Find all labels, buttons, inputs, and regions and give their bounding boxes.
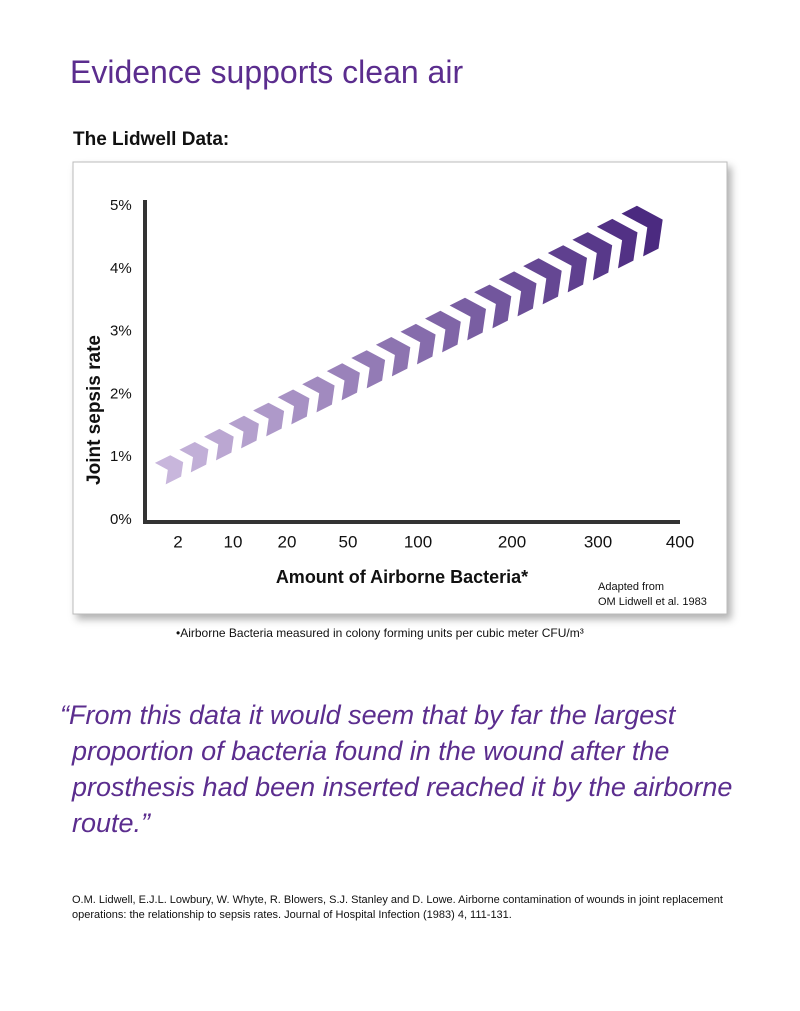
y-tick-label: 5% <box>110 197 132 214</box>
y-tick-label: 4% <box>110 260 132 277</box>
y-tick-label: 3% <box>110 323 132 340</box>
chevron <box>449 297 486 341</box>
x-tick-label: 20 <box>278 532 297 551</box>
chevron <box>204 428 234 461</box>
x-tick-label: 100 <box>404 532 432 551</box>
chevron <box>572 232 613 281</box>
x-tick-label: 400 <box>666 532 694 551</box>
x-tick-label: 10 <box>224 532 243 551</box>
chevron <box>375 337 411 377</box>
x-axis-label: Amount of Airborne Bacteria* <box>276 567 528 587</box>
chevron <box>253 402 285 437</box>
y-tick-label: 1% <box>110 448 132 465</box>
chevron <box>326 363 360 401</box>
chevron <box>179 442 209 473</box>
x-tick-label: 300 <box>584 532 612 551</box>
reference: O.M. Lidwell, E.J.L. Lowbury, W. Whyte, … <box>72 894 723 921</box>
subtitle: The Lidwell Data: <box>73 129 230 150</box>
y-axis-label: Joint sepsis rate <box>84 335 105 485</box>
chevron <box>154 455 184 485</box>
chevron <box>425 310 461 353</box>
chevron <box>400 323 436 365</box>
annotation: OM Lidwell et al. 1983 <box>598 596 707 608</box>
chevron <box>596 218 638 269</box>
chevron <box>302 376 335 413</box>
x-tick-label: 200 <box>498 532 526 551</box>
x-tick-label: 50 <box>339 532 358 551</box>
chevron <box>277 389 310 425</box>
y-tick-label: 0% <box>110 511 132 528</box>
title: Evidence supports clean air <box>70 54 464 90</box>
footnote: •Airborne Bacteria measured in colony fo… <box>176 626 584 640</box>
chevron <box>523 258 562 305</box>
y-tick-label: 2% <box>110 385 132 402</box>
chevron <box>498 271 537 317</box>
chevron <box>547 245 587 293</box>
x-tick-label: 2 <box>173 532 182 551</box>
chevron <box>351 350 386 389</box>
quote: “From this data it would seem that by fa… <box>60 700 733 838</box>
chevron <box>474 284 512 329</box>
chevron <box>621 205 663 257</box>
chevron <box>228 415 259 449</box>
annotation: Adapted from <box>598 581 664 593</box>
